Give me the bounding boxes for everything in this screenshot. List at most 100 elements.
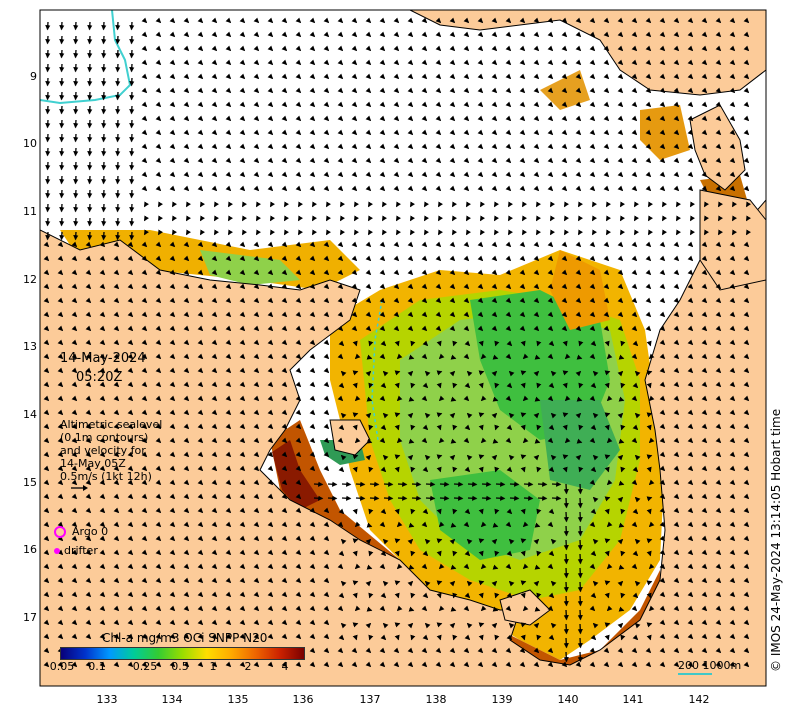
velocity-arrow xyxy=(463,563,470,570)
velocity-arrow xyxy=(575,185,582,192)
velocity-arrow xyxy=(505,157,512,164)
velocity-arrow xyxy=(422,592,429,599)
velocity-arrow xyxy=(577,609,583,621)
velocity-arrow xyxy=(354,563,361,570)
velocity-arrow xyxy=(673,297,680,304)
velocity-arrow xyxy=(45,175,51,185)
velocity-arrow xyxy=(85,311,92,318)
velocity-arrow xyxy=(323,395,330,402)
velocity-arrow xyxy=(169,59,176,66)
velocity-arrow xyxy=(449,454,456,461)
velocity-arrow xyxy=(267,101,274,108)
velocity-arrow xyxy=(505,297,512,304)
velocity-arrow xyxy=(309,59,316,66)
velocity-arrow xyxy=(394,340,400,347)
velocity-arrow xyxy=(169,605,176,612)
velocity-arrow xyxy=(563,595,569,607)
velocity-arrow xyxy=(281,423,288,430)
velocity-arrow xyxy=(43,605,50,612)
velocity-arrow xyxy=(687,563,694,570)
velocity-arrow xyxy=(155,479,162,486)
velocity-arrow xyxy=(197,591,204,598)
velocity-arrow xyxy=(340,454,347,461)
velocity-arrow xyxy=(575,171,582,178)
velocity-arrow xyxy=(379,605,386,612)
velocity-arrow xyxy=(449,73,456,80)
velocity-arrow xyxy=(141,143,148,150)
velocity-arrow xyxy=(309,325,316,332)
velocity-arrow xyxy=(634,580,641,587)
velocity-arrow xyxy=(183,255,190,262)
velocity-arrow xyxy=(590,382,597,389)
velocity-arrow xyxy=(673,409,680,416)
velocity-arrow xyxy=(687,87,694,94)
velocity-arrow xyxy=(421,115,428,122)
velocity-arrow xyxy=(283,229,289,236)
velocity-arrow xyxy=(141,325,148,332)
velocity-arrow xyxy=(169,45,176,52)
velocity-arrow xyxy=(155,661,162,668)
velocity-arrow xyxy=(295,101,302,108)
velocity-arrow xyxy=(743,465,750,472)
velocity-arrow xyxy=(71,479,78,486)
velocity-arrow xyxy=(589,297,596,304)
velocity-arrow xyxy=(477,157,484,164)
velocity-arrow xyxy=(421,395,428,402)
velocity-arrow xyxy=(325,229,331,236)
velocity-arrow xyxy=(295,241,302,248)
velocity-arrow xyxy=(491,241,498,248)
velocity-arrow xyxy=(701,241,708,248)
velocity-arrow xyxy=(197,549,204,556)
velocity-arrow xyxy=(351,87,358,94)
velocity-arrow xyxy=(743,577,750,584)
velocity-arrow xyxy=(687,157,694,164)
velocity-arrow xyxy=(393,269,400,276)
velocity-arrow xyxy=(631,241,638,248)
velocity-arrow xyxy=(225,493,232,500)
velocity-arrow xyxy=(646,382,652,389)
velocity-arrow xyxy=(253,115,260,122)
velocity-arrow xyxy=(393,661,400,668)
velocity-arrow xyxy=(43,535,50,542)
velocity-arrow xyxy=(421,269,428,276)
velocity-arrow xyxy=(183,563,190,570)
velocity-arrow xyxy=(309,129,316,136)
velocity-arrow xyxy=(659,311,666,318)
velocity-arrow xyxy=(435,31,442,38)
velocity-arrow xyxy=(225,101,232,108)
velocity-arrow xyxy=(185,201,191,208)
velocity-arrow xyxy=(745,201,751,208)
velocity-arrow xyxy=(309,395,316,402)
velocity-arrow xyxy=(467,495,478,501)
velocity-arrow xyxy=(592,580,599,587)
velocity-arrow xyxy=(617,241,624,248)
velocity-arrow xyxy=(267,59,274,66)
velocity-arrow xyxy=(436,370,443,376)
velocity-arrow xyxy=(464,382,471,389)
velocity-arrow xyxy=(295,451,302,458)
velocity-arrow xyxy=(589,255,596,262)
velocity-arrow xyxy=(297,215,303,222)
velocity-arrow xyxy=(478,634,484,641)
velocity-arrow xyxy=(141,507,148,514)
velocity-arrow xyxy=(155,367,162,374)
velocity-arrow xyxy=(506,382,513,389)
velocity-arrow xyxy=(311,201,317,208)
velocity-arrow xyxy=(368,634,374,641)
velocity-arrow xyxy=(408,354,415,360)
velocity-arrow xyxy=(687,507,694,514)
velocity-arrow xyxy=(452,634,458,641)
velocity-arrow xyxy=(533,454,540,461)
velocity-arrow xyxy=(422,634,429,641)
velocity-arrow xyxy=(169,325,176,332)
velocity-arrow xyxy=(169,507,176,514)
lat-label: 14 xyxy=(23,408,37,421)
velocity-arrow xyxy=(169,409,176,416)
velocity-arrow xyxy=(438,395,445,402)
velocity-arrow xyxy=(717,201,723,208)
velocity-arrow xyxy=(115,203,121,213)
velocity-arrow xyxy=(407,59,414,66)
velocity-arrow xyxy=(379,297,386,304)
velocity-arrow xyxy=(687,311,694,318)
velocity-arrow xyxy=(309,143,316,150)
